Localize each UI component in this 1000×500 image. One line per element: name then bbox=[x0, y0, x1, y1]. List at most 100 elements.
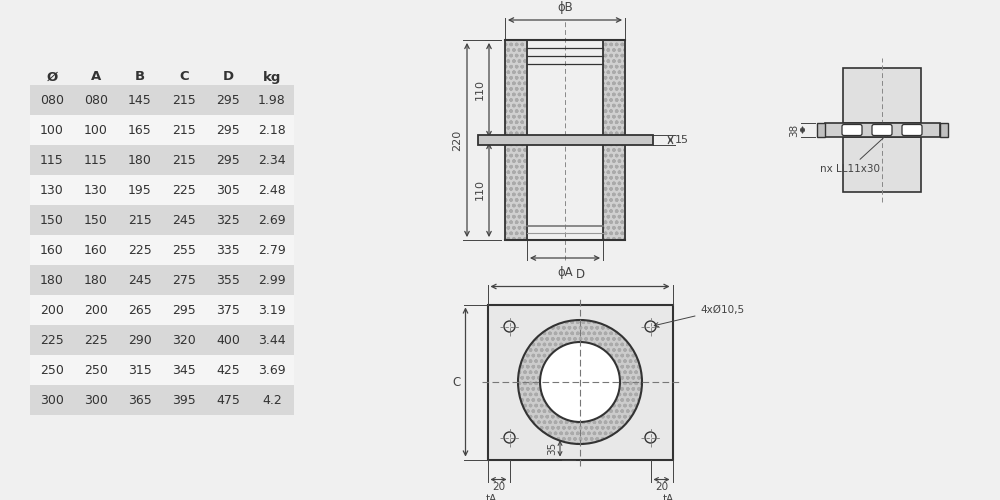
Bar bbox=[30, 145, 294, 175]
Circle shape bbox=[518, 320, 642, 444]
Text: 200: 200 bbox=[84, 304, 108, 316]
Text: D: D bbox=[222, 70, 234, 84]
Bar bbox=[478, 135, 652, 145]
Text: 215: 215 bbox=[172, 94, 196, 106]
Bar bbox=[824, 123, 940, 137]
Text: Ø: Ø bbox=[46, 70, 58, 84]
Text: 150: 150 bbox=[84, 214, 108, 226]
Text: 20: 20 bbox=[655, 482, 668, 492]
Bar bbox=[30, 355, 294, 385]
Text: 110: 110 bbox=[475, 80, 485, 100]
Text: 215: 215 bbox=[172, 124, 196, 136]
Text: 115: 115 bbox=[40, 154, 64, 166]
Bar bbox=[505, 140, 527, 240]
Text: 245: 245 bbox=[172, 214, 196, 226]
Text: 38: 38 bbox=[790, 124, 800, 136]
Text: 250: 250 bbox=[40, 364, 64, 376]
Text: 3.44: 3.44 bbox=[258, 334, 286, 346]
Text: 255: 255 bbox=[172, 244, 196, 256]
Text: ϕA: ϕA bbox=[557, 266, 573, 279]
Text: 305: 305 bbox=[216, 184, 240, 196]
Text: 300: 300 bbox=[40, 394, 64, 406]
Text: 180: 180 bbox=[40, 274, 64, 286]
Text: nx LL11x30: nx LL11x30 bbox=[820, 132, 889, 174]
Bar bbox=[843, 68, 921, 123]
Text: 275: 275 bbox=[172, 274, 196, 286]
Text: 2.34: 2.34 bbox=[258, 154, 286, 166]
Text: 225: 225 bbox=[128, 244, 152, 256]
Bar bbox=[505, 40, 527, 140]
Bar bbox=[30, 385, 294, 415]
Text: C: C bbox=[179, 70, 189, 84]
Text: 2.99: 2.99 bbox=[258, 274, 286, 286]
Text: 475: 475 bbox=[216, 394, 240, 406]
Text: 20: 20 bbox=[492, 482, 505, 492]
Text: 215: 215 bbox=[172, 154, 196, 166]
Text: C: C bbox=[452, 376, 460, 388]
Text: 195: 195 bbox=[128, 184, 152, 196]
Text: 225: 225 bbox=[84, 334, 108, 346]
Bar bbox=[30, 325, 294, 355]
Text: 160: 160 bbox=[40, 244, 64, 256]
Bar bbox=[30, 115, 294, 145]
Text: 15: 15 bbox=[674, 135, 688, 145]
Text: 2.48: 2.48 bbox=[258, 184, 286, 196]
Bar bbox=[30, 175, 294, 205]
Text: 425: 425 bbox=[216, 364, 240, 376]
Text: tA: tA bbox=[663, 494, 674, 500]
Text: 295: 295 bbox=[216, 124, 240, 136]
Bar bbox=[816, 123, 824, 137]
Text: 315: 315 bbox=[128, 364, 152, 376]
Text: 295: 295 bbox=[172, 304, 196, 316]
Text: 115: 115 bbox=[84, 154, 108, 166]
Text: 225: 225 bbox=[40, 334, 64, 346]
Text: 3.19: 3.19 bbox=[258, 304, 286, 316]
FancyBboxPatch shape bbox=[872, 124, 892, 136]
Text: 180: 180 bbox=[128, 154, 152, 166]
Text: 160: 160 bbox=[84, 244, 108, 256]
Text: 150: 150 bbox=[40, 214, 64, 226]
Text: 365: 365 bbox=[128, 394, 152, 406]
Text: 080: 080 bbox=[84, 94, 108, 106]
Bar bbox=[30, 295, 294, 325]
Text: 1.98: 1.98 bbox=[258, 94, 286, 106]
Text: 130: 130 bbox=[84, 184, 108, 196]
Bar bbox=[30, 235, 294, 265]
Circle shape bbox=[540, 342, 620, 422]
Text: ϕB: ϕB bbox=[557, 1, 573, 14]
Text: 4.2: 4.2 bbox=[262, 394, 282, 406]
Bar bbox=[940, 123, 948, 137]
FancyBboxPatch shape bbox=[902, 124, 922, 136]
Text: 080: 080 bbox=[40, 94, 64, 106]
FancyBboxPatch shape bbox=[842, 124, 862, 136]
Text: 250: 250 bbox=[84, 364, 108, 376]
Text: 400: 400 bbox=[216, 334, 240, 346]
Text: 165: 165 bbox=[128, 124, 152, 136]
Text: 3.69: 3.69 bbox=[258, 364, 286, 376]
Text: 245: 245 bbox=[128, 274, 152, 286]
Text: 130: 130 bbox=[40, 184, 64, 196]
Text: 290: 290 bbox=[128, 334, 152, 346]
Text: 215: 215 bbox=[128, 214, 152, 226]
Text: 2.69: 2.69 bbox=[258, 214, 286, 226]
Text: 2.18: 2.18 bbox=[258, 124, 286, 136]
Text: 225: 225 bbox=[172, 184, 196, 196]
Text: 4xØ10,5: 4xØ10,5 bbox=[654, 304, 745, 326]
Bar bbox=[603, 140, 625, 240]
Text: 200: 200 bbox=[40, 304, 64, 316]
Text: 300: 300 bbox=[84, 394, 108, 406]
Text: 295: 295 bbox=[216, 94, 240, 106]
Text: 180: 180 bbox=[84, 274, 108, 286]
Text: 35: 35 bbox=[547, 442, 557, 455]
Text: A: A bbox=[91, 70, 101, 84]
Text: 345: 345 bbox=[172, 364, 196, 376]
Text: tA: tA bbox=[486, 494, 497, 500]
Text: 100: 100 bbox=[40, 124, 64, 136]
Bar bbox=[30, 85, 294, 115]
Bar bbox=[30, 265, 294, 295]
Text: 395: 395 bbox=[172, 394, 196, 406]
Text: 2.79: 2.79 bbox=[258, 244, 286, 256]
Bar bbox=[843, 137, 921, 192]
Text: 220: 220 bbox=[452, 130, 462, 150]
Text: 100: 100 bbox=[84, 124, 108, 136]
